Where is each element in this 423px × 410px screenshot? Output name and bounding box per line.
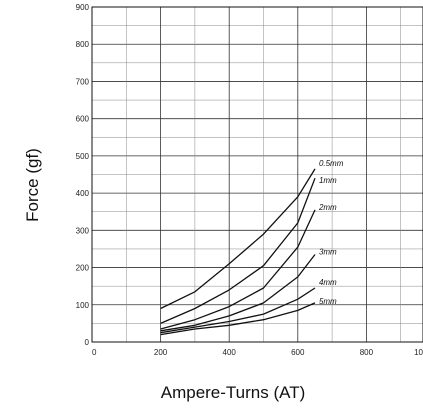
series-label: 0.5mm — [319, 159, 344, 168]
grid — [91, 6, 423, 343]
series-line-5mm — [160, 302, 316, 336]
x-tick-label: 600 — [291, 348, 305, 357]
series-labels: 0.5mm 1mm 2mm 3mm 4mm 5mm — [318, 159, 344, 306]
x-axis-ticks: 0 200 400 600 800 10 — [92, 348, 423, 357]
y-tick-label: 400 — [76, 189, 90, 198]
y-tick-label: 300 — [76, 226, 90, 235]
y-tick-label: 800 — [76, 40, 90, 49]
series-label: 2mm — [318, 203, 337, 212]
y-tick-label: 100 — [76, 301, 90, 310]
y-axis-ticks: 0 100 200 300 400 500 600 700 800 900 — [76, 3, 90, 347]
series-label: 1mm — [319, 176, 337, 185]
y-tick-label: 700 — [76, 77, 90, 86]
series-line-4mm — [160, 287, 316, 334]
series-label: 3mm — [319, 248, 337, 257]
x-tick-label: 800 — [360, 348, 374, 357]
series-line-0.5mm — [160, 168, 316, 310]
y-axis-title: Force (gf) — [23, 148, 42, 222]
x-tick-label: 10 — [414, 348, 423, 357]
y-tick-label: 600 — [76, 115, 90, 124]
x-tick-label: 400 — [223, 348, 237, 357]
y-tick-label: 0 — [85, 338, 90, 347]
y-tick-label: 200 — [76, 264, 90, 273]
y-tick-label: 900 — [76, 3, 90, 12]
series-label: 4mm — [319, 278, 337, 287]
plot-frame — [91, 6, 423, 343]
series-line-2mm — [160, 209, 316, 330]
x-axis-title: Ampere-Turns (AT) — [161, 383, 306, 402]
series-line-1mm — [160, 177, 316, 324]
y-tick-label: 500 — [76, 152, 90, 161]
series-label: 5mm — [319, 297, 337, 306]
x-tick-label: 0 — [92, 348, 97, 357]
series-line-3mm — [160, 254, 316, 332]
series-lines — [160, 168, 316, 336]
x-tick-label: 200 — [154, 348, 168, 357]
